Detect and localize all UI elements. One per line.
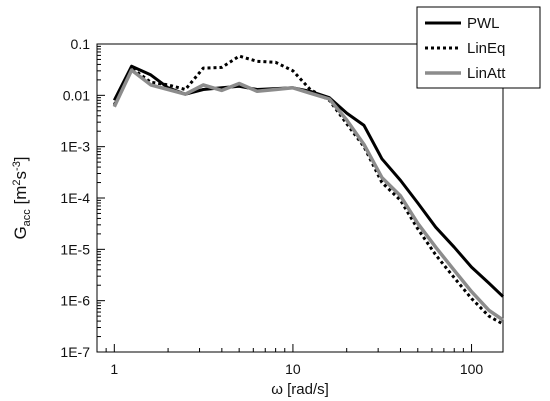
y-tick-label: 1E-6 xyxy=(60,293,90,309)
y-tick-label: 0.01 xyxy=(63,87,90,103)
x-tick-label: 100 xyxy=(460,361,484,377)
y-axis: 1E-7 1E-6 1E-5 1E-4 1E-3 0.01 0.1 xyxy=(60,36,105,360)
plot-area: 1 10 100 1E-7 1E-6 1E-5 1E-4 1E-3 0.01 0.1 xyxy=(60,36,505,377)
legend-label-pwl: PWL xyxy=(467,15,500,32)
y-axis-title-exp1: 2 xyxy=(11,179,23,185)
y-axis-title-sub: acc xyxy=(21,209,33,227)
x-tick-label: 1 xyxy=(110,361,118,377)
y-axis-title-unit-prefix: [m xyxy=(11,186,30,210)
x-axis-title: ω [rad/s] xyxy=(271,381,329,398)
y-tick-label: 1E-3 xyxy=(60,139,90,155)
y-axis-title-unit-suffix: ] xyxy=(11,156,30,161)
y-tick-label: 1E-5 xyxy=(60,241,90,257)
y-tick-label: 0.1 xyxy=(71,36,91,52)
series-line-lineq xyxy=(112,54,504,326)
legend: PWL LinEq LinAtt xyxy=(416,6,541,89)
y-axis-title-exp2: -3 xyxy=(11,161,23,171)
y-axis-title-unit-mid: s xyxy=(11,171,30,180)
y-tick-label: 1E-7 xyxy=(60,344,90,360)
series-layer xyxy=(112,54,505,326)
series-line-linatt xyxy=(112,68,504,322)
legend-label-linatt: LinAtt xyxy=(467,65,506,82)
y-axis-title: Gacc [m2s-3] xyxy=(11,156,33,239)
y-axis-title-main: G xyxy=(11,226,30,239)
x-axis: 1 10 100 xyxy=(96,344,484,377)
y-tick-label: 1E-4 xyxy=(60,190,90,206)
x-tick-label: 10 xyxy=(285,361,301,377)
legend-label-lineq: LinEq xyxy=(467,40,505,57)
series-line-pwl xyxy=(112,64,505,298)
